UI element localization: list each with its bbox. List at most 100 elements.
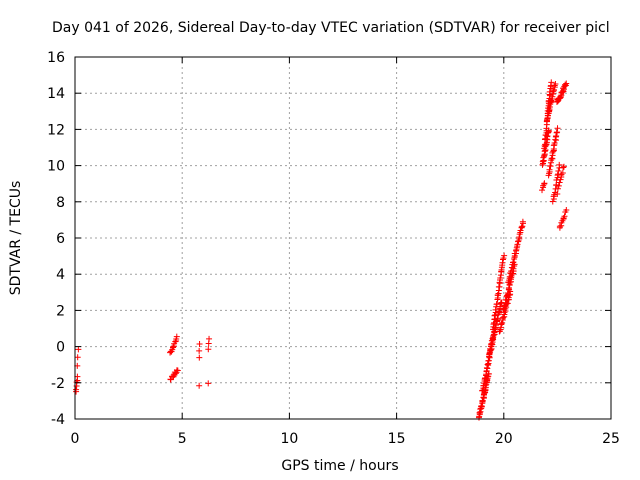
data-point bbox=[519, 218, 526, 225]
y-tick-label: -4 bbox=[51, 412, 65, 428]
data-point bbox=[560, 164, 567, 171]
data-point bbox=[550, 88, 557, 95]
y-tick-label: 16 bbox=[47, 50, 65, 66]
data-point bbox=[505, 284, 512, 291]
y-tick-label: 10 bbox=[47, 159, 65, 175]
data-point bbox=[556, 161, 563, 168]
data-point bbox=[483, 364, 490, 371]
data-point bbox=[554, 125, 561, 132]
y-tick-label: 0 bbox=[56, 340, 65, 356]
data-point bbox=[554, 172, 561, 179]
data-point bbox=[518, 224, 525, 231]
data-point bbox=[557, 93, 564, 100]
data-point bbox=[172, 338, 179, 345]
data-point bbox=[562, 81, 569, 88]
chart-title: Day 041 of 2026, Sidereal Day-to-day VTE… bbox=[52, 20, 610, 36]
data-point bbox=[554, 191, 561, 198]
data-point bbox=[74, 354, 81, 361]
x-axis-label: GPS time / hours bbox=[281, 458, 398, 474]
y-tick-label: 8 bbox=[56, 195, 65, 211]
x-tick-label: 25 bbox=[602, 431, 620, 447]
data-point bbox=[494, 291, 501, 298]
data-point bbox=[504, 289, 511, 296]
data-point bbox=[550, 86, 557, 93]
data-point bbox=[196, 347, 203, 354]
x-tick-label: 0 bbox=[71, 431, 80, 447]
y-tick-label: 14 bbox=[47, 86, 65, 102]
data-point bbox=[498, 299, 505, 306]
data-point bbox=[560, 163, 567, 170]
y-tick-label: 2 bbox=[56, 303, 65, 319]
data-point bbox=[508, 268, 515, 275]
x-tick-label: 15 bbox=[388, 431, 406, 447]
data-point bbox=[490, 334, 497, 341]
data-point bbox=[500, 314, 507, 321]
data-point bbox=[205, 380, 212, 387]
data-point bbox=[501, 252, 508, 259]
data-point bbox=[493, 301, 500, 308]
data-point bbox=[75, 346, 82, 353]
data-point bbox=[559, 169, 566, 176]
x-tick-label: 5 bbox=[178, 431, 187, 447]
data-point bbox=[552, 81, 559, 88]
data-point bbox=[539, 158, 546, 165]
data-point bbox=[497, 275, 504, 282]
data-point bbox=[492, 306, 499, 313]
data-point bbox=[506, 282, 513, 289]
data-point bbox=[173, 333, 180, 340]
data-point bbox=[503, 292, 510, 299]
data-point bbox=[563, 80, 570, 87]
data-points bbox=[73, 79, 570, 421]
x-tick-label: 20 bbox=[495, 431, 513, 447]
y-tick-label: 12 bbox=[47, 122, 65, 138]
data-point bbox=[482, 375, 489, 382]
data-point bbox=[490, 321, 497, 328]
data-point bbox=[557, 176, 564, 183]
data-point bbox=[563, 207, 570, 214]
grid-lines bbox=[75, 57, 611, 419]
data-point bbox=[478, 402, 485, 409]
data-point bbox=[479, 387, 486, 394]
data-point bbox=[500, 306, 507, 313]
data-point bbox=[196, 340, 203, 347]
data-point bbox=[548, 79, 555, 86]
x-tick-label: 10 bbox=[280, 431, 298, 447]
data-point bbox=[501, 302, 508, 309]
data-point bbox=[206, 335, 213, 342]
data-point bbox=[517, 227, 524, 234]
data-point bbox=[519, 223, 526, 230]
data-point bbox=[510, 259, 517, 266]
y-tick-label: 4 bbox=[56, 267, 65, 283]
y-tick-label: -2 bbox=[51, 376, 65, 392]
y-axis-label: SDTVAR / TECUs bbox=[8, 181, 24, 296]
data-point bbox=[561, 213, 568, 220]
data-point bbox=[499, 319, 506, 326]
data-point bbox=[476, 410, 483, 417]
data-point bbox=[555, 182, 562, 189]
axis-ticks: 0 5 10 15 20 25 -4 -2 0 2 4 6 8 10 12 14 16 bbox=[47, 50, 620, 447]
data-point bbox=[539, 187, 546, 194]
data-point bbox=[500, 255, 507, 262]
data-point bbox=[546, 166, 553, 173]
data-point bbox=[549, 198, 556, 205]
data-point bbox=[170, 344, 177, 351]
data-point bbox=[73, 386, 80, 393]
data-point bbox=[541, 148, 548, 155]
data-point bbox=[494, 315, 501, 322]
data-point bbox=[556, 179, 563, 186]
data-point bbox=[514, 241, 521, 248]
data-point bbox=[205, 346, 212, 353]
data-point bbox=[541, 180, 548, 187]
data-point bbox=[498, 320, 505, 327]
data-point bbox=[555, 167, 562, 174]
data-point bbox=[196, 382, 203, 389]
y-tick-label: 6 bbox=[56, 231, 65, 247]
data-point bbox=[491, 312, 498, 319]
data-point bbox=[196, 354, 203, 361]
data-point bbox=[174, 367, 181, 374]
data-point bbox=[556, 223, 563, 230]
data-point bbox=[551, 140, 558, 147]
data-point bbox=[554, 185, 561, 192]
